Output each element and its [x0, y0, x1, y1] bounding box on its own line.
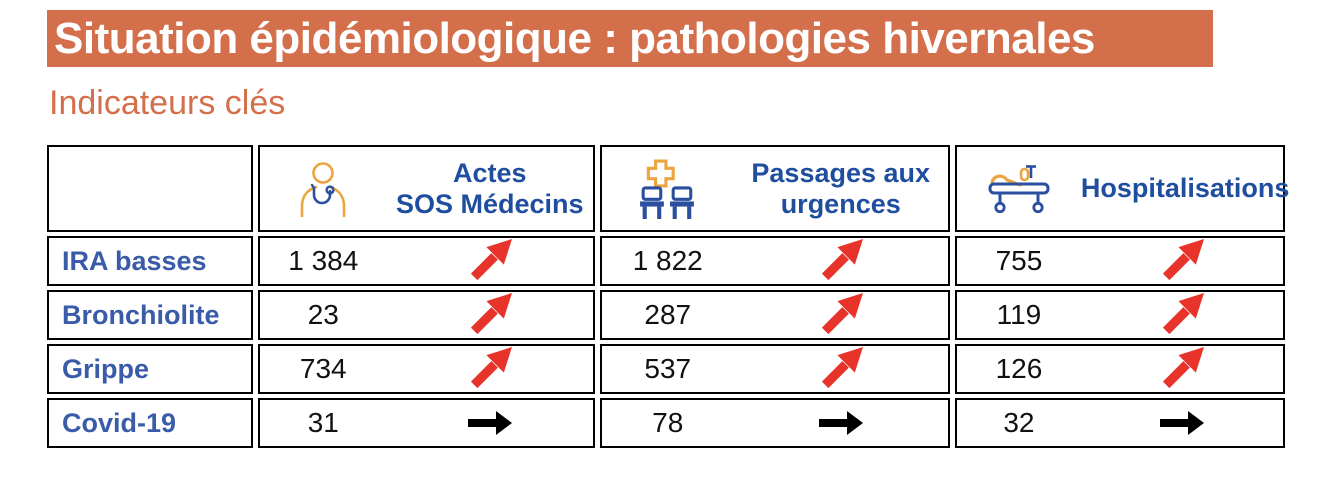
value-cell: 537	[600, 344, 950, 394]
column-header-sos-medecins: Actes SOS Médecins	[258, 145, 595, 232]
header-cell-empty	[47, 145, 253, 232]
column-header-hospitalisations: Hospitalisations	[955, 145, 1290, 232]
row-label: Covid-19	[47, 398, 253, 448]
value: 734	[299, 353, 347, 384]
value-cell: 119	[955, 290, 1285, 340]
trend-up-icon	[1081, 238, 1283, 284]
emergency-waiting-room-icon	[602, 159, 733, 219]
value-cell: 734	[258, 344, 595, 394]
indicators-table: Actes SOS Médecins	[47, 145, 1290, 452]
value: 537	[644, 353, 692, 384]
hospital-bed-icon	[957, 164, 1081, 214]
value: 1 384	[288, 245, 359, 276]
column-header-label: Passages aux urgences	[751, 158, 931, 219]
value-cell: 23	[258, 290, 595, 340]
value-cell: 32	[955, 398, 1285, 448]
value-cell: 126	[955, 344, 1285, 394]
trend-up-icon	[387, 238, 593, 284]
sos-medecins-doctor-icon	[260, 161, 387, 217]
row-label: Bronchiolite	[47, 290, 253, 340]
value: 755	[995, 245, 1043, 276]
value: 31	[307, 407, 339, 438]
value-cell: 78	[600, 398, 950, 448]
column-header-urgences: Passages aux urgences	[600, 145, 950, 232]
value-cell: 1 384	[258, 236, 595, 286]
trend-up-icon	[387, 346, 593, 392]
value-cell: 287	[600, 290, 950, 340]
table-row-covid-19: Covid-19 31 78 32	[47, 398, 1285, 448]
value-cell: 31	[258, 398, 595, 448]
trend-up-icon	[733, 346, 948, 392]
value: 78	[652, 407, 684, 438]
table-header-row: Actes SOS Médecins	[47, 145, 1290, 232]
page-title: Situation épidémiologique : pathologies …	[47, 10, 1213, 67]
row-label: IRA basses	[47, 236, 253, 286]
value-cell: 755	[955, 236, 1285, 286]
trend-stable-icon	[387, 409, 593, 437]
column-header-label: Actes SOS Médecins	[395, 158, 584, 219]
row-label: Grippe	[47, 344, 253, 394]
trend-stable-icon	[1081, 409, 1283, 437]
value: 119	[996, 299, 1042, 330]
table-row-grippe: Grippe 734 537 126	[47, 344, 1285, 394]
table-row-ira-basses: IRA basses 1 384 1 822 755	[47, 236, 1285, 286]
value: 23	[307, 299, 339, 330]
value-cell: 1 822	[600, 236, 950, 286]
section-subtitle: Indicateurs clés	[49, 84, 286, 122]
trend-up-icon	[733, 238, 948, 284]
trend-up-icon	[387, 292, 593, 338]
value: 32	[1003, 407, 1035, 438]
trend-up-icon	[733, 292, 948, 338]
trend-up-icon	[1081, 346, 1283, 392]
value: 287	[644, 299, 692, 330]
column-header-label: Hospitalisations	[1080, 173, 1290, 204]
table-row-bronchiolite: Bronchiolite 23 287 119	[47, 290, 1285, 340]
value: 126	[995, 353, 1043, 384]
value: 1 822	[632, 245, 703, 276]
trend-up-icon	[1081, 292, 1283, 338]
trend-stable-icon	[733, 409, 948, 437]
